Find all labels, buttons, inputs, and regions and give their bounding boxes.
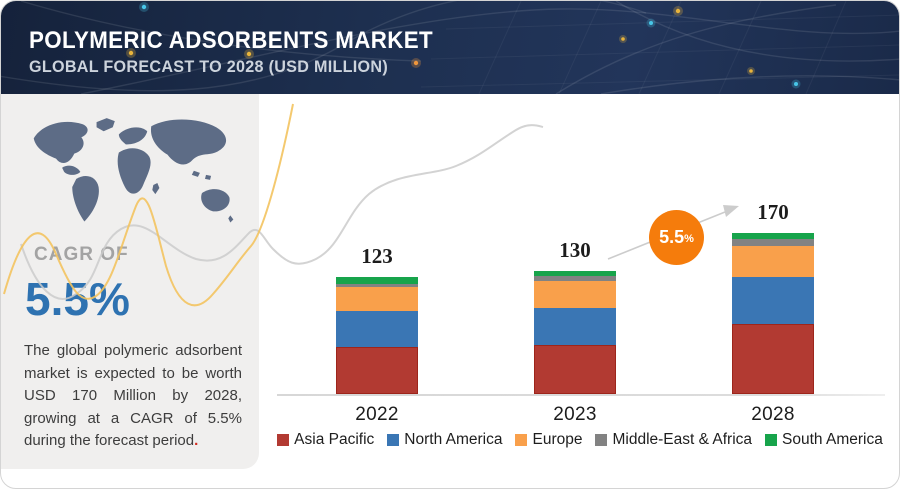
- legend-item-europe: Europe: [515, 431, 582, 449]
- legend: Asia Pacific North America Europe Middle-Ea…: [259, 431, 899, 449]
- description-period: .: [194, 432, 199, 449]
- page-title: POLYMERIC ADSORBENTS MARKET: [29, 27, 433, 54]
- bar-segment-middle-east-africa: [732, 239, 814, 246]
- glow-dots: [126, 2, 801, 89]
- bar-segment-europe: [336, 286, 418, 312]
- legend-label: North America: [404, 431, 503, 448]
- legend-item-middle-east-africa: Middle-East & Africa: [595, 431, 752, 449]
- page-subtitle: GLOBAL FORECAST TO 2028 (USD MILLION): [29, 57, 388, 76]
- header-network-decoration: [1, 1, 899, 94]
- cagr-annotation-badge: 5.5%: [649, 210, 704, 265]
- legend-label: Middle-East & Africa: [612, 431, 753, 448]
- legend-label: Asia Pacific: [294, 431, 375, 448]
- x-axis-label: 2028: [751, 404, 795, 425]
- cagr-annotation-percent: %: [684, 233, 694, 245]
- legend-swatch: [387, 434, 400, 446]
- legend-swatch: [277, 434, 290, 446]
- x-axis-line: [277, 394, 885, 396]
- bar-segment-south-america: [336, 277, 418, 284]
- legend-label: South America: [782, 431, 883, 448]
- bar-segment-north-america: [732, 277, 814, 324]
- bar-stack-2023: [534, 270, 616, 394]
- legend-label: Europe: [532, 431, 583, 448]
- bar-segment-north-america: [534, 307, 616, 345]
- market-description-text: The global polymeric adsorbent market is…: [24, 342, 242, 449]
- x-axis-label: 2023: [553, 404, 597, 425]
- bar-stack-2028: [732, 232, 814, 394]
- bar-segment-south-america: [534, 270, 616, 277]
- bar-segment-asia-pacific: [534, 344, 616, 394]
- legend-item-south-america: South America: [765, 431, 883, 449]
- world-map: [21, 110, 239, 262]
- cagr-of-label: CAGR OF: [34, 244, 129, 265]
- legend-item-north-america: North America: [387, 431, 502, 449]
- x-axis-label: 2022: [355, 404, 399, 425]
- bar-chart: 123 2022 130 2023 170 2028 5.5% Asia Pacific N…: [259, 94, 899, 488]
- bar-stack-2022: [336, 277, 418, 394]
- bar-segment-north-america: [336, 311, 418, 348]
- bar-segment-europe: [534, 280, 616, 308]
- bar-total-label: 123: [361, 244, 393, 269]
- legend-swatch: [515, 434, 528, 446]
- market-description: The global polymeric adsorbent market is…: [24, 340, 242, 453]
- legend-item-asia-pacific: Asia Pacific: [277, 431, 374, 449]
- legend-swatch: [765, 434, 778, 446]
- bar-segment-asia-pacific: [336, 347, 418, 394]
- bar-segment-south-america: [732, 232, 814, 240]
- bar-total-label: 170: [757, 199, 789, 224]
- sidebar-panel: CAGR OF 5.5% The global polymeric adsorb…: [1, 94, 259, 469]
- bar-total-label: 130: [559, 237, 591, 262]
- legend-swatch: [595, 434, 608, 446]
- header-banner: POLYMERIC ADSORBENTS MARKET GLOBAL FOREC…: [1, 1, 899, 94]
- cagr-annotation-value: 5.5: [659, 227, 685, 247]
- bar-segment-europe: [732, 245, 814, 278]
- bar-segment-asia-pacific: [732, 323, 814, 394]
- bar-segment-middle-east-africa: [534, 276, 616, 281]
- cagr-value: 5.5%: [25, 273, 130, 325]
